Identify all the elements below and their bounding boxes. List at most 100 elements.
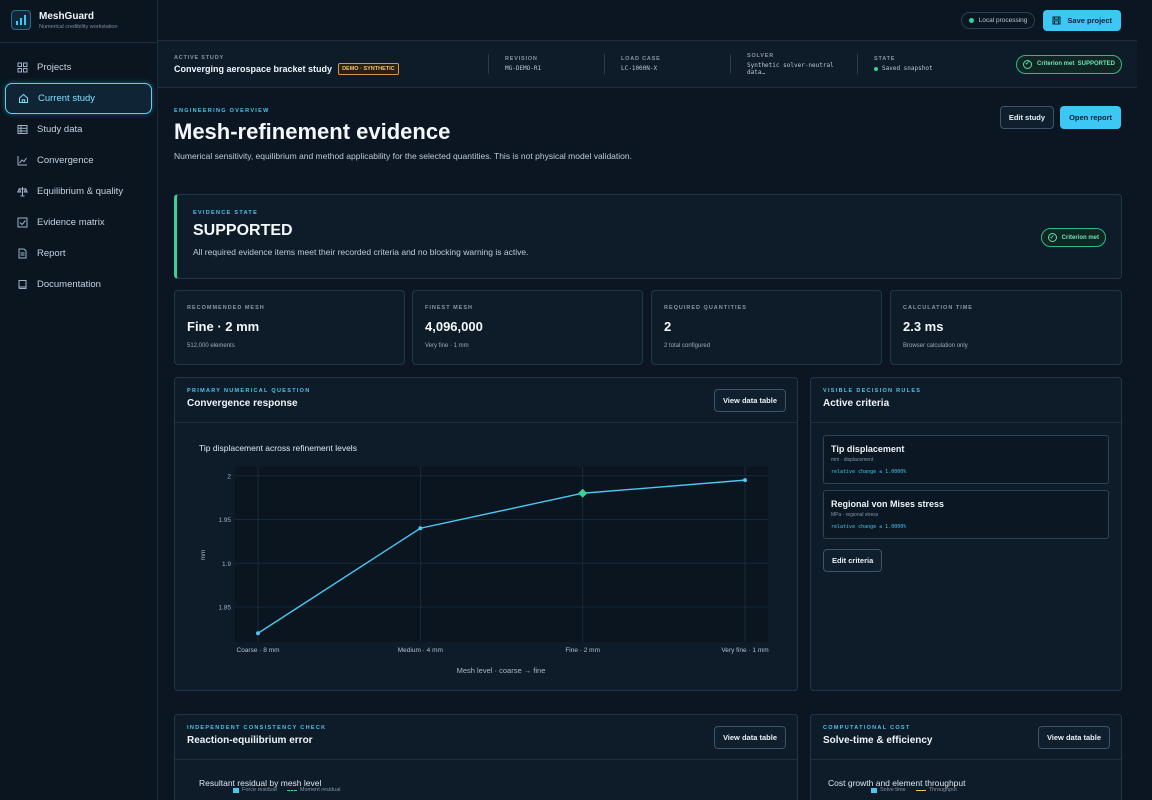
sidebar-item-label: Evidence matrix (37, 217, 105, 228)
save-project-button[interactable]: Save project (1043, 9, 1121, 31)
stat-sub: Very fine · 1 mm (425, 343, 469, 349)
stat-card-finest-mesh: FINEST MESH 4,096,000 Very fine · 1 mm (412, 290, 643, 365)
document-icon (17, 248, 28, 259)
revision: REVISION MG-DEMO-R1 (489, 56, 604, 72)
local-processing-indicator: Local processing (960, 11, 1036, 29)
stat-sub: Browser calculation only (903, 343, 968, 349)
sidebar-item-label: Report (37, 248, 66, 259)
save-project-label: Save project (1067, 15, 1112, 25)
sidebar: MeshGuard Numerical credibility workstat… (0, 0, 158, 800)
stat-card-required-quantities: REQUIRED QUANTITIES 2 2 total configured (651, 290, 882, 365)
sidebar-item-evidence-matrix[interactable]: Evidence matrix (5, 207, 152, 238)
active-study: ACTIVE STUDY Converging aerospace bracke… (158, 54, 488, 76)
sidebar-item-documentation[interactable]: Documentation (5, 269, 152, 300)
sidebar-item-label: Projects (37, 62, 72, 73)
chart-title: Resultant residual by mesh level (199, 778, 322, 788)
demo-badge: DEMO · SYNTHETIC (338, 63, 399, 76)
view-data-table-button[interactable]: View data table (713, 389, 786, 412)
sidebar-item-label: Convergence (37, 155, 94, 166)
sidebar-item-label: Study data (37, 124, 83, 135)
edit-study-button[interactable]: Edit study (999, 106, 1055, 129)
evidence-state: SUPPORTED (193, 222, 293, 239)
criterion-badge-wrap: ✓ Criterion met SUPPORTED (1015, 54, 1122, 74)
x-axis-label: Mesh level · coarse → fine (457, 666, 546, 675)
x-axis: Coarse · 8 mm Medium · 4 mm Fine · 2 mm Ver… (237, 647, 769, 654)
card-title: Reaction-equilibrium error (187, 735, 313, 746)
active-study-label: ACTIVE STUDY (174, 54, 224, 61)
criterion-title: Tip displacement (831, 444, 905, 454)
view-data-table-button[interactable]: View data table (1037, 726, 1110, 749)
state-row: Saved snapshot (874, 65, 982, 72)
stat-card-recommended-mesh: RECOMMENDED MESH Fine · 2 mm 512,000 ele… (174, 290, 405, 365)
evidence-state-card: EVIDENCE STATE SUPPORTED All required ev… (174, 194, 1122, 279)
sidebar-item-study-data[interactable]: Study data (5, 114, 152, 145)
bar-chart-logo-icon (11, 10, 31, 30)
convergence-card: PRIMARY NUMERICAL QUESTION Convergence r… (174, 377, 798, 691)
grid-icon (17, 62, 28, 73)
legend-item: Solve time (871, 787, 906, 793)
open-report-button[interactable]: Open report (1060, 106, 1121, 129)
legend-label: Force residual (242, 787, 277, 793)
criterion-sub: mm · displacement (831, 457, 874, 463)
x-tick-label: Fine · 2 mm (565, 647, 600, 654)
status-dot-icon (968, 17, 974, 23)
equilibrium-card: INDEPENDENT CONSISTENCY CHECK Reaction-e… (174, 714, 798, 800)
sidebar-item-current-study[interactable]: Current study (5, 83, 152, 114)
save-icon (1052, 16, 1061, 24)
view-data-table-button[interactable]: View data table (713, 726, 786, 749)
legend-label: Solve time (880, 787, 906, 793)
stat-label: REQUIRED QUANTITIES (664, 305, 747, 311)
stat-value: 2 (664, 319, 672, 334)
revision-value: MG-DEMO-R1 (505, 65, 542, 72)
divider (857, 54, 858, 74)
criterion-rule: relative change ≤ 1.0000% (831, 524, 907, 530)
convergence-chart: Tip displacement across refinement level… (199, 443, 769, 675)
chart-title: Tip displacement across refinement level… (199, 443, 357, 453)
criterion-badge-label: Criterion met SUPPORTED (1036, 61, 1115, 67)
balance-icon (17, 186, 28, 197)
series-points (256, 478, 747, 636)
sidebar-item-label: Current study (38, 93, 96, 104)
x-tick-label: Very fine · 1 mm (721, 647, 768, 654)
brand[interactable]: MeshGuard Numerical credibility workstat… (0, 0, 157, 40)
legend-label: Moment residual (299, 787, 341, 793)
sidebar-item-report[interactable]: Report (5, 238, 152, 269)
revision-label: REVISION (505, 56, 538, 62)
criteria-card: VISIBLE DECISION RULES Active criteria T… (810, 377, 1122, 691)
legend-swatch (871, 787, 877, 793)
chart-legend: Force residual Moment residual (233, 787, 341, 793)
criterion-item: Tip displacement mm · displacement relat… (823, 435, 1109, 484)
chart-grid (235, 467, 768, 642)
plot-area (235, 467, 768, 642)
card-header: COMPUTATIONAL COST Solve-time & efficien… (811, 715, 1121, 760)
stat-sub: 2 total configured (664, 343, 711, 349)
stat-label: FINEST MESH (425, 305, 473, 311)
stat-value: Fine · 2 mm (187, 319, 260, 334)
legend-label: Throughput (928, 787, 957, 793)
criterion-rule: relative change ≤ 1.0000% (831, 469, 907, 475)
sidebar-item-convergence[interactable]: Convergence (5, 145, 152, 176)
home-icon (18, 93, 29, 104)
active-study-name: Converging aerospace bracket study (174, 63, 333, 74)
study-header: ACTIVE STUDY Converging aerospace bracke… (158, 40, 1137, 88)
evidence-eyebrow: EVIDENCE STATE (193, 210, 259, 216)
sidebar-item-projects[interactable]: Projects (5, 52, 152, 83)
card-header: VISIBLE DECISION RULES Active criteria (811, 378, 1121, 423)
data-point (256, 631, 260, 636)
y-tick-label: 1.9 (222, 561, 231, 568)
check-icon: ✓ (1022, 59, 1032, 69)
y-axis: 1.85 1.9 1.95 2 (218, 473, 231, 611)
criterion-title: Regional von Mises stress (831, 499, 945, 509)
overview-header: ENGINEERING OVERVIEW Mesh-refinement evi… (174, 108, 694, 163)
edit-criteria-button[interactable]: Edit criteria (823, 549, 883, 572)
sidebar-item-label: Equilibrium & quality (37, 186, 124, 197)
criterion-badge: ✓ Criterion met (1040, 228, 1106, 247)
x-tick-label: Coarse · 8 mm (237, 647, 280, 654)
data-point (418, 526, 423, 531)
card-title: Active criteria (823, 398, 890, 409)
sidebar-item-equilibrium[interactable]: Equilibrium & quality (5, 176, 152, 207)
card-eyebrow: COMPUTATIONAL COST (823, 725, 911, 731)
app-name: MeshGuard (39, 10, 95, 22)
card-eyebrow: VISIBLE DECISION RULES (823, 388, 922, 394)
cost-card: COMPUTATIONAL COST Solve-time & efficien… (810, 714, 1122, 800)
